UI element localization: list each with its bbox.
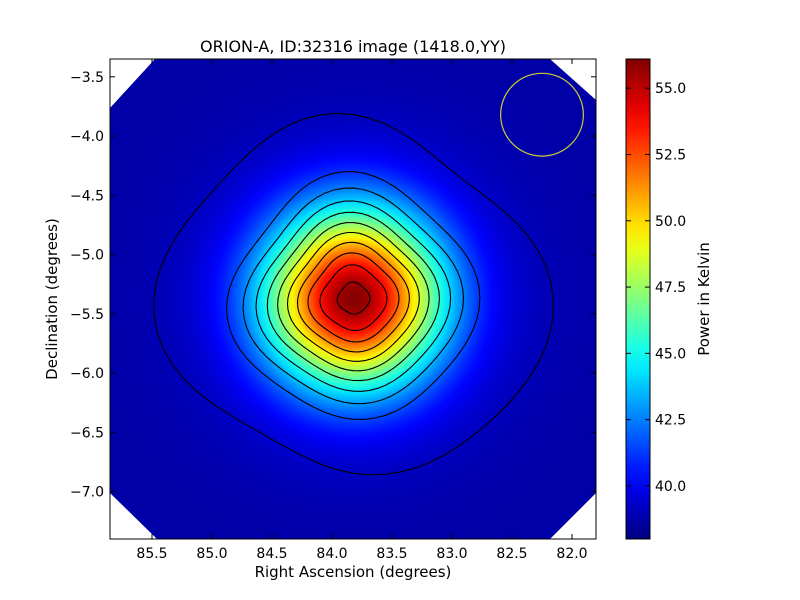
y-axis-label: Declination (degrees) <box>43 218 61 380</box>
x-tick-label: 85.0 <box>196 546 227 562</box>
colorbar-tick-label: 55.0 <box>655 81 686 97</box>
corner-mask-bottom-left <box>110 493 157 539</box>
y-tick-label: −3.5 <box>70 70 104 86</box>
y-tick-label: −4.5 <box>70 188 104 204</box>
contour-line <box>319 264 388 331</box>
x-tick-label: 82.0 <box>556 546 587 562</box>
corner-mask-bottom-right <box>550 493 596 539</box>
y-axis: −3.5 −4.0 −4.5 −5.0 −5.5 −6.0 −6.5 −7.0 <box>70 70 596 501</box>
contour-line <box>296 241 410 353</box>
y-tick-label: −5.5 <box>70 307 104 323</box>
contour-line <box>255 200 452 392</box>
x-axis-label: Right Ascension (degrees) <box>255 563 452 581</box>
colorbar <box>625 58 651 540</box>
x-tick-label: 84.0 <box>316 546 347 562</box>
y-tick-label: −6.0 <box>70 366 104 382</box>
x-tick-label: 82.5 <box>496 546 527 562</box>
chart-title: ORION-A, ID:32316 image (1418.0,YY) <box>200 37 506 56</box>
contour-line <box>336 281 371 315</box>
colorbar-ticks: 40.0 42.5 45.0 47.5 50.0 52.5 55.0 <box>626 81 686 495</box>
x-tick-label: 83.0 <box>436 546 467 562</box>
contour-line <box>266 211 440 382</box>
y-tick-label: −4.0 <box>70 129 104 145</box>
x-tick-label: 83.5 <box>376 546 407 562</box>
corner-mask-top-right <box>550 59 596 100</box>
contour-line <box>225 171 481 420</box>
contour-line <box>242 187 465 405</box>
x-tick-label: 85.5 <box>136 546 167 562</box>
y-tick-label: −7.0 <box>70 485 104 501</box>
colorbar-tick-label: 42.5 <box>655 413 686 429</box>
plot-frame <box>109 58 597 540</box>
colorbar-tick-label: 40.0 <box>655 479 686 495</box>
contour-lines <box>153 112 554 476</box>
beam-circle <box>500 72 584 157</box>
contour-line <box>307 252 400 343</box>
colorbar-tick-label: 45.0 <box>655 346 686 362</box>
colorbar-tick-label: 52.5 <box>655 147 686 163</box>
colorbar-label: Power in Kelvin <box>695 242 713 356</box>
corner-mask-top-left <box>110 59 155 108</box>
colorbar-tick-label: 47.5 <box>655 280 686 296</box>
colorbar-tick-label: 50.0 <box>655 214 686 230</box>
contour-line <box>286 231 420 362</box>
heatmap-area <box>110 59 596 539</box>
x-axis: 85.5 85.0 84.5 84.0 83.5 83.0 82.5 82.0 <box>136 59 588 562</box>
x-tick-label: 84.5 <box>256 546 287 562</box>
y-tick-label: −6.5 <box>70 425 104 441</box>
contour-line <box>153 112 554 476</box>
y-tick-label: −5.0 <box>70 248 104 264</box>
contour-line <box>277 222 430 372</box>
heatmap-image <box>110 59 596 539</box>
